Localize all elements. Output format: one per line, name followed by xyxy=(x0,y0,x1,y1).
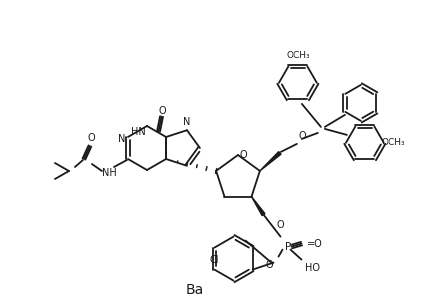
Text: O: O xyxy=(266,260,273,270)
Text: HN: HN xyxy=(131,126,146,137)
Text: P: P xyxy=(286,242,291,252)
Text: O: O xyxy=(298,131,306,141)
Text: O: O xyxy=(159,106,166,115)
Text: OCH₃: OCH₃ xyxy=(381,138,405,147)
Text: Cl: Cl xyxy=(210,255,219,265)
Text: NH: NH xyxy=(102,168,116,178)
Text: O: O xyxy=(87,133,95,143)
Text: O: O xyxy=(239,150,247,160)
Text: HO: HO xyxy=(305,262,320,273)
Text: N: N xyxy=(183,117,191,127)
Text: =O: =O xyxy=(307,239,322,249)
Text: OCH₃: OCH₃ xyxy=(286,51,310,60)
Polygon shape xyxy=(260,152,281,171)
Text: N: N xyxy=(118,134,126,144)
Polygon shape xyxy=(252,196,265,216)
Text: O: O xyxy=(276,220,284,230)
Text: Ba: Ba xyxy=(186,283,204,297)
